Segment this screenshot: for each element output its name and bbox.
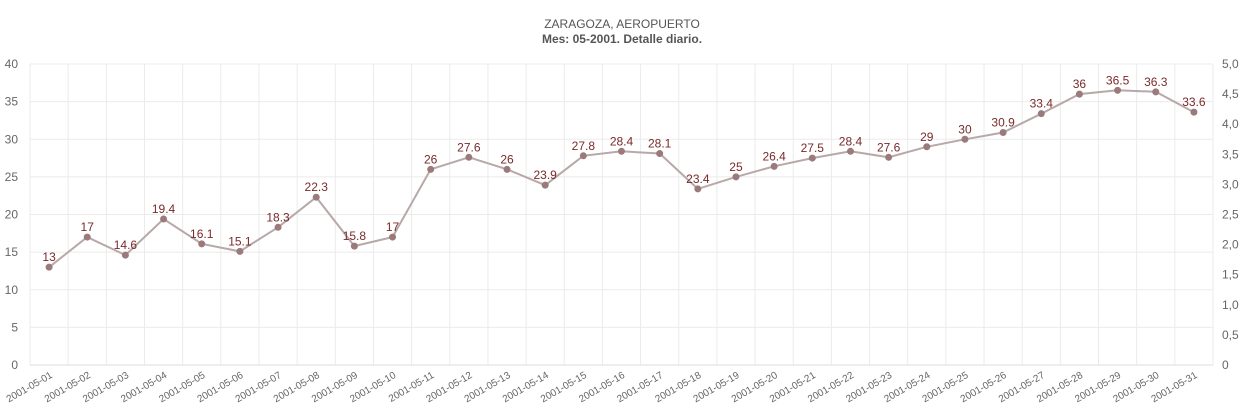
data-label: 33.4: [1030, 97, 1054, 111]
data-label: 36: [1073, 77, 1087, 91]
y-tick-label-left: 30: [5, 132, 19, 146]
data-label: 16.1: [190, 227, 214, 241]
data-point[interactable]: [579, 152, 587, 160]
y-axis-right: 0 0,5 1,0 1,5 2,0 2,5 3,0 3,5 4,0 4,5 5,0: [1222, 57, 1239, 372]
data-label: 26.4: [762, 149, 786, 163]
data-label: 18.3: [266, 210, 290, 224]
data-point[interactable]: [961, 135, 969, 143]
data-points: [45, 86, 1198, 271]
chart-title: ZARAGOZA, AEROPUERTO: [544, 17, 700, 31]
data-point[interactable]: [160, 215, 168, 223]
data-label: 15.1: [228, 234, 252, 248]
data-point[interactable]: [121, 251, 129, 259]
data-label: 13: [42, 250, 56, 264]
y-tick-label-right: 3,0: [1222, 177, 1239, 191]
data-label: 17: [81, 220, 95, 234]
data-point[interactable]: [770, 162, 778, 170]
data-label: 14.6: [114, 238, 138, 252]
data-label: 28.4: [839, 134, 863, 148]
data-label: 30: [958, 122, 972, 136]
data-label: 36.3: [1144, 75, 1168, 89]
y-tick-label-right: 0,5: [1222, 328, 1239, 342]
y-tick-label-right: 1,5: [1222, 268, 1239, 282]
y-tick-label-left: 40: [5, 57, 19, 71]
data-label: 28.4: [610, 134, 634, 148]
data-point[interactable]: [389, 233, 397, 241]
data-point[interactable]: [1037, 110, 1045, 118]
data-label: 26: [424, 152, 438, 166]
data-point[interactable]: [618, 147, 625, 155]
data-point[interactable]: [1190, 108, 1198, 116]
data-point[interactable]: [885, 153, 893, 161]
data-label: 17: [386, 220, 400, 234]
data-label: 26: [500, 152, 514, 166]
data-label: 25: [729, 160, 743, 174]
y-tick-label-left: 5: [11, 320, 18, 334]
y-tick-label-right: 2,5: [1222, 208, 1239, 222]
y-tick-label-left: 0: [11, 358, 18, 372]
y-tick-label-left: 15: [5, 245, 19, 259]
data-point[interactable]: [236, 247, 244, 255]
data-label: 28.1: [648, 137, 672, 151]
data-point[interactable]: [427, 165, 435, 173]
data-label: 30.9: [991, 115, 1015, 129]
data-label: 27.8: [572, 139, 596, 153]
data-point[interactable]: [1114, 86, 1122, 94]
data-point[interactable]: [694, 185, 702, 193]
data-point[interactable]: [808, 154, 816, 162]
y-tick-label-right: 0: [1222, 358, 1229, 372]
y-tick-label-right: 2,0: [1222, 238, 1239, 252]
data-point[interactable]: [846, 147, 854, 155]
data-point[interactable]: [274, 223, 282, 231]
data-point[interactable]: [465, 153, 473, 161]
y-tick-label-left: 10: [5, 283, 19, 297]
data-point[interactable]: [312, 193, 320, 201]
y-tick-label-right: 5,0: [1222, 57, 1239, 71]
data-point[interactable]: [923, 143, 931, 151]
data-point[interactable]: [198, 240, 206, 248]
data-point[interactable]: [503, 165, 511, 173]
data-label: 15.8: [343, 229, 367, 243]
y-tick-label-right: 4,0: [1222, 117, 1239, 131]
data-point[interactable]: [45, 263, 53, 271]
data-label: 33.6: [1182, 95, 1206, 109]
y-axis-left: 0 5 10 15 20 25 30 35 40: [5, 57, 19, 372]
y-tick-label-right: 4,5: [1222, 87, 1239, 101]
data-point[interactable]: [1075, 90, 1083, 98]
data-label: 29: [920, 130, 934, 144]
data-label: 19.4: [152, 202, 176, 216]
y-tick-label-left: 35: [5, 95, 19, 109]
y-tick-label-right: 3,5: [1222, 147, 1239, 161]
x-axis: 2001-05-012001-05-022001-05-032001-05-04…: [5, 364, 1213, 405]
data-label: 27.6: [877, 140, 901, 154]
y-tick-label-left: 20: [5, 208, 19, 222]
data-point[interactable]: [732, 173, 740, 181]
data-point[interactable]: [541, 181, 549, 189]
data-label: 23.9: [533, 168, 557, 182]
data-point[interactable]: [350, 242, 358, 250]
grid-lines: [29, 63, 1214, 366]
data-point[interactable]: [1152, 88, 1160, 96]
data-label: 27.5: [801, 141, 825, 155]
data-label: 36.5: [1106, 73, 1130, 87]
data-label: 27.6: [457, 140, 481, 154]
data-label: 23.4: [686, 172, 710, 186]
data-point[interactable]: [83, 233, 91, 241]
y-tick-label-right: 1,0: [1222, 298, 1239, 312]
data-point[interactable]: [656, 150, 664, 158]
y-tick-label-left: 25: [5, 170, 19, 184]
data-label: 22.3: [305, 180, 329, 194]
chart-subtitle: Mes: 05-2001. Detalle diario.: [542, 32, 702, 46]
data-point[interactable]: [999, 128, 1007, 136]
data-labels: 13 17 14.6 19.4 16.1 15.1 18.3 22.3 15.8 17 26 27.6…: [42, 73, 1206, 264]
